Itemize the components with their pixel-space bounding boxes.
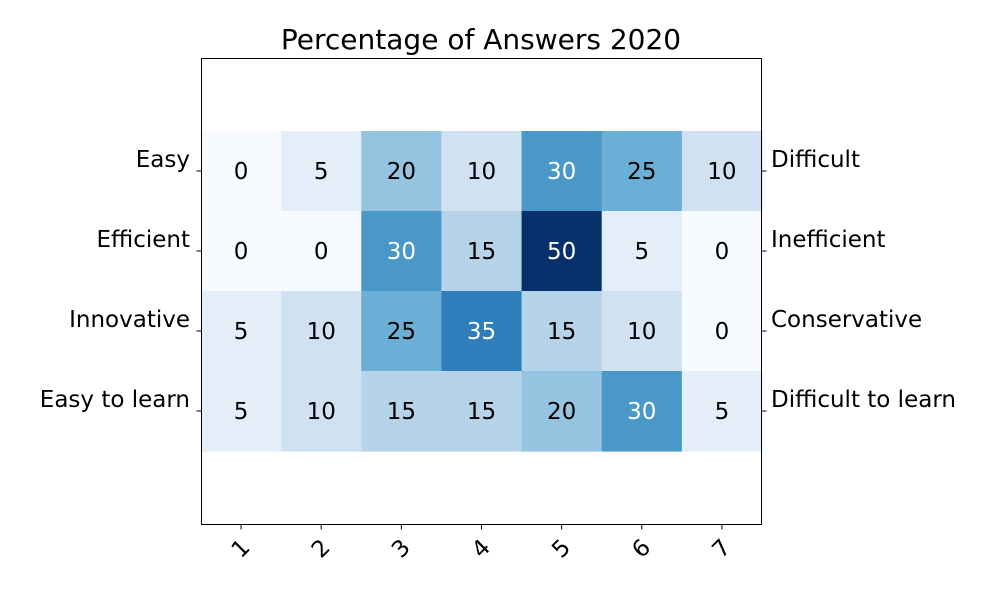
cell-value-label: 15 — [387, 399, 416, 425]
heatmap-cell — [601, 371, 683, 452]
cell-value-label: 10 — [307, 319, 336, 345]
cell-value-label: 15 — [467, 399, 496, 425]
cell-value-label: 15 — [467, 239, 496, 265]
heatmap-cell — [361, 291, 443, 372]
heatmap-cell — [201, 371, 282, 452]
cell-value-label: 25 — [387, 319, 416, 345]
cell-value-label: 0 — [234, 159, 249, 185]
x-tick-label: 6 — [627, 535, 656, 564]
heatmap-cells — [201, 131, 763, 452]
row-label-right: Difficult — [771, 147, 860, 173]
heatmap-cell — [521, 131, 603, 212]
heatmap-cell — [361, 131, 443, 212]
x-tick-label: 5 — [547, 535, 576, 564]
cell-value-label: 5 — [715, 399, 730, 425]
axis-ticks — [196, 170, 767, 530]
heatmap-cell — [441, 131, 523, 212]
row-label-right: Difficult to learn — [771, 387, 956, 413]
heatmap-cell — [201, 211, 282, 292]
heatmap-cell — [521, 371, 603, 452]
row-label-left: Efficient — [96, 227, 190, 253]
cell-value-label: 50 — [547, 239, 576, 265]
cell-value-label: 20 — [387, 159, 416, 185]
x-tick-label: 1 — [227, 535, 256, 564]
x-tick-label: 4 — [467, 535, 496, 564]
heatmap-value-labels: 0 5 20 10 30 25 100 0 30 15 50 5 05 10 25 35 15 10 05 10 15 1… — [234, 159, 737, 425]
cell-value-label: 35 — [467, 319, 496, 345]
heatmap-cell — [201, 291, 282, 372]
heatmap-cell — [681, 371, 763, 452]
heatmap-cell — [601, 211, 683, 292]
heatmap-cell — [521, 211, 603, 292]
heatmap-cell — [681, 211, 763, 292]
heatmap-cell — [281, 131, 362, 212]
cell-value-label: 10 — [707, 159, 736, 185]
cell-value-label: 10 — [307, 399, 336, 425]
cell-value-label: 5 — [234, 319, 249, 345]
cell-value-label: 15 — [547, 319, 576, 345]
chart-title: Percentage of Answers 2020 — [281, 23, 681, 56]
row-label-left: Easy — [136, 147, 190, 173]
cell-value-label: 10 — [467, 159, 496, 185]
heatmap-cell — [521, 291, 603, 372]
cell-value-label: 30 — [387, 239, 416, 265]
cell-value-label: 0 — [715, 239, 730, 265]
x-tick-label: 7 — [708, 535, 737, 564]
cell-value-label: 5 — [234, 399, 249, 425]
row-label-left: Easy to learn — [40, 387, 190, 413]
cell-value-label: 30 — [627, 399, 656, 425]
cell-value-label: 30 — [547, 159, 576, 185]
cell-value-label: 0 — [234, 239, 249, 265]
plot-frame — [201, 58, 762, 525]
heatmap-cell — [281, 291, 362, 372]
heatmap-cell — [361, 371, 443, 452]
heatmap-cell — [681, 131, 763, 212]
cell-value-label: 5 — [314, 159, 329, 185]
x-tick-label: 3 — [387, 535, 416, 564]
cell-value-label: 20 — [547, 399, 576, 425]
row-label-right: Inefficient — [771, 227, 886, 253]
heatmap-cell — [601, 131, 683, 212]
heatmap-cell — [201, 131, 282, 212]
cell-value-label: 5 — [634, 239, 649, 265]
row-labels: Easy Difficult Efficient Inefficient Innovat… — [40, 147, 956, 413]
heatmap-cell — [441, 211, 523, 292]
row-label-right: Conservative — [771, 307, 922, 333]
row-label-left: Innovative — [69, 307, 190, 333]
cell-value-label: 25 — [627, 159, 656, 185]
heatmap-cell — [281, 211, 362, 292]
heatmap-cell — [601, 291, 683, 372]
x-tick-labels: 1 2 3 4 5 6 7 — [227, 535, 737, 564]
cell-value-label: 0 — [715, 319, 730, 345]
cell-value-label: 10 — [627, 319, 656, 345]
heatmap-cell — [361, 211, 443, 292]
heatmap-cell — [441, 291, 523, 372]
heatmap-cell — [681, 291, 763, 372]
cell-value-label: 0 — [314, 239, 329, 265]
heatmap-cell — [281, 371, 362, 452]
x-tick-label: 2 — [307, 535, 336, 564]
heatmap-cell — [441, 371, 523, 452]
